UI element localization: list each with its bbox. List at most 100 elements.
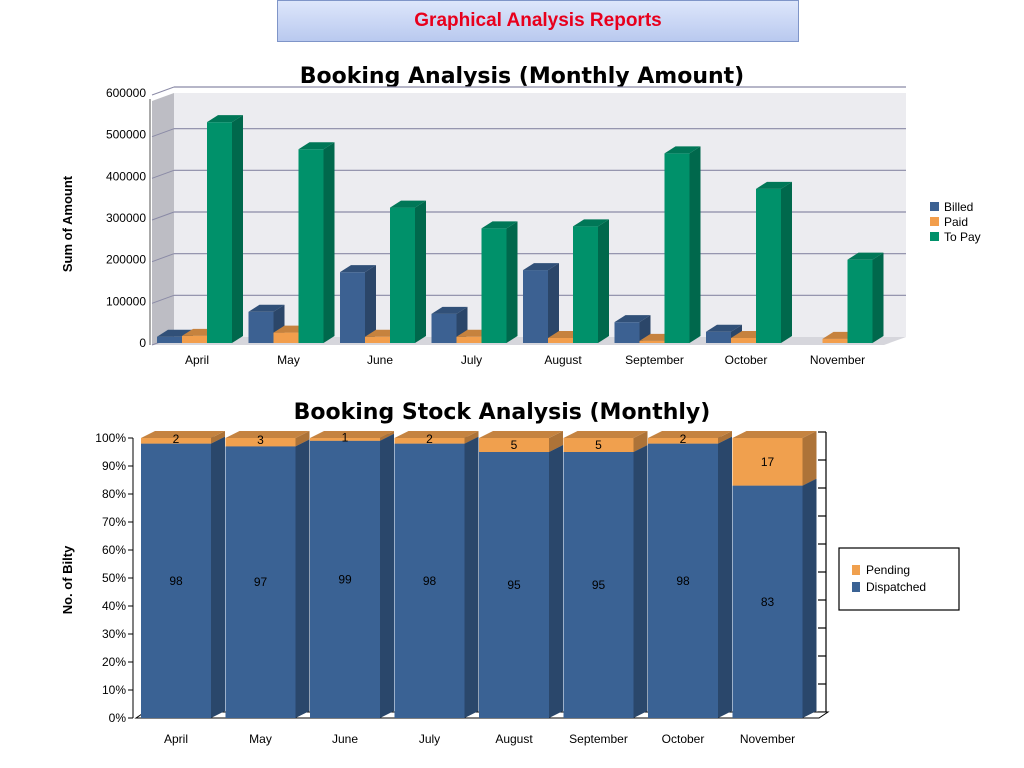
data-label-dispatched: 98 [169,574,183,588]
x-tick-label: July [461,353,482,367]
y-tick-label: 400000 [106,169,146,183]
bar-pending-top [394,431,479,438]
bar-pending-side [718,431,732,444]
bar-dispatched [648,436,732,718]
y-tick-label: 500000 [106,128,146,142]
gridline-side [151,211,175,221]
bar-billed-front [248,311,274,343]
data-label-pending: 5 [511,438,518,452]
bar-to-pay-side [232,115,243,344]
bar-dispatched [310,433,394,718]
x-tick-label: June [332,732,358,746]
bar-pending-side [802,431,817,486]
bar-to-pay-front [298,149,324,343]
bar-to-pay-side [872,252,884,343]
bar-billed-front [614,322,640,343]
bar-pending-side [211,431,225,444]
bar-billed-front [340,272,365,343]
bar-dispatched-side [549,445,563,718]
bar-to-pay-top [664,146,701,154]
bar-billed-front [706,331,731,343]
bar-dispatched-side [211,436,225,718]
bar-dispatched-front [648,443,718,718]
bar-billed [523,263,559,343]
y-tick-label: 40% [102,599,126,613]
bar-to-pay [664,146,701,343]
bar-pending-front [648,438,718,444]
y-axis-label: No. of Bilty [60,545,75,614]
bar-to-pay-top [298,142,335,150]
bar-billed-top [706,324,742,332]
bar-to-pay-top [847,252,884,260]
bar-paid-front [731,338,756,343]
bar-pending-top [732,431,817,438]
bar-dispatched-side [295,439,310,718]
bar-to-pay-front [664,153,690,343]
bar-to-pay-side [415,200,426,343]
data-label-dispatched: 83 [761,595,775,609]
x-tick-label: September [625,353,684,367]
bar-to-pay-top [573,219,609,227]
x-tick-label: November [740,732,795,746]
legend-label: To Pay [944,230,981,244]
y-tick-label: 50% [102,571,126,585]
x-tick-label: April [185,353,209,367]
x-tick-label: November [810,353,865,367]
bar-dispatched [394,436,479,718]
x-tick-label: October [725,353,768,367]
bar-dispatched [141,436,225,718]
data-label-pending: 1 [342,430,349,444]
data-label-dispatched: 97 [254,575,268,589]
bar-to-pay-side [689,146,701,343]
data-label-pending: 2 [173,432,180,446]
gridline-side [151,128,175,138]
chart-title: Booking Analysis (Monthly Amount) [300,64,744,89]
bar-billed-front [431,313,457,343]
left-wall [152,93,174,345]
bar-pending-front [479,438,549,452]
bar-pending-top [479,431,563,438]
bar-pending-front [563,438,634,452]
bar-to-pay-front [756,188,781,343]
bar-to-pay-side [323,142,335,343]
bar-billed [340,265,376,343]
data-label-dispatched: 99 [338,572,352,586]
legend-label: Pending [866,563,910,577]
gridline-side [151,86,175,96]
bar-pending-top [310,431,394,438]
bar-paid-front [273,332,299,343]
x-tick-label: April [164,732,188,746]
bar-billed-front [157,336,182,343]
bar-to-pay-side [781,181,792,343]
y-tick-label: 20% [102,655,126,669]
bar-billed-side [365,265,376,343]
bar-billed [614,315,651,343]
legend-label: Dispatched [866,580,926,594]
bar-paid-front [639,340,665,343]
bar-pending-side [380,431,394,441]
bar-pending-front [732,438,803,486]
y-tick-label: 200000 [106,253,146,267]
bar-pending-top [141,431,225,438]
y-tick-label: 0 [139,336,146,350]
legend-swatch [852,565,860,575]
bar-pending-front [310,438,380,441]
bar-to-pay-side [598,219,609,343]
bar-dispatched-side [718,436,732,718]
y-tick-label: 10% [102,683,126,697]
data-label-dispatched: 95 [507,578,521,592]
bar-pending-front [141,438,211,444]
bar-to-pay-top [207,115,243,123]
bar-to-pay-top [481,221,518,229]
y-tick-label: 90% [102,459,126,473]
page-banner-title: Graphical Analysis Reports [277,0,799,42]
bar-to-pay-side [506,221,518,343]
bar-dispatched-front [563,452,634,718]
bar-to-pay-front [847,259,873,343]
y-tick-label: 70% [102,515,126,529]
bar-billed-top [248,304,285,312]
bar-to-pay-front [207,122,232,344]
bar-billed-top [431,306,468,314]
bar-dispatched-front [732,485,803,718]
